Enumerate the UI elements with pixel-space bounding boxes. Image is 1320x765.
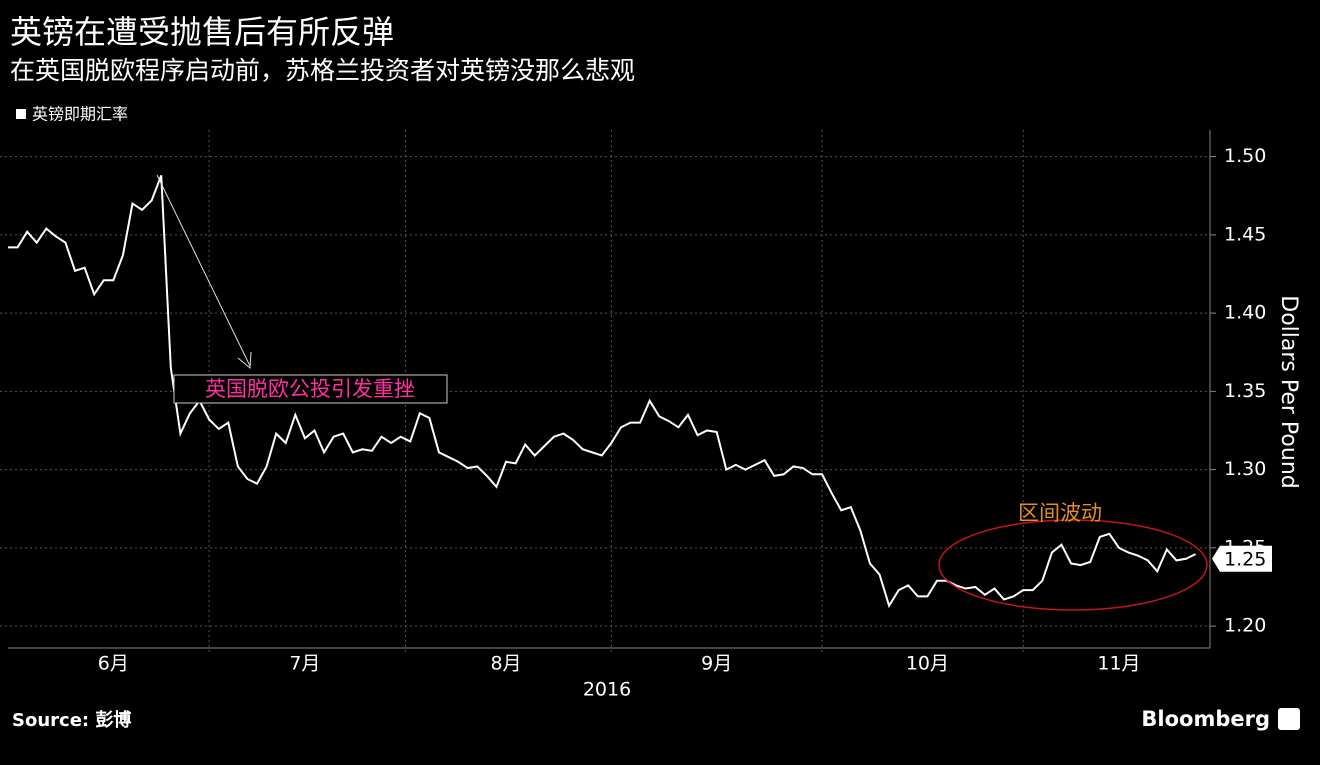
annotation-arrowhead xyxy=(237,351,252,370)
chart-title: 英镑在遭受抛售后有所反弹 xyxy=(10,13,394,51)
y-tick-label: 1.45 xyxy=(1224,223,1266,245)
annotation-box xyxy=(173,374,448,404)
legend-label: 英镑即期汇率 xyxy=(32,105,128,124)
chart-subtitle: 在英国脱欧程序启动前，苏格兰投资者对英镑没那么悲观 xyxy=(10,56,635,85)
annotation-text: 区间波动 xyxy=(1018,501,1102,525)
x-tick-label: 7月 xyxy=(289,653,320,675)
y-axis-label: Dollars Per Pound xyxy=(1276,295,1301,488)
x-tick-label: 8月 xyxy=(490,653,521,675)
value-label: 1.25 xyxy=(1224,548,1266,570)
brand: Bloomberg xyxy=(1141,707,1270,731)
annotation-arrow xyxy=(156,174,251,367)
legend-swatch xyxy=(16,109,26,119)
y-tick-label: 1.35 xyxy=(1224,380,1266,402)
x-tick-label: 11月 xyxy=(1097,653,1140,675)
y-tick-label: 1.20 xyxy=(1224,615,1266,637)
x-tick-label: 6月 xyxy=(98,653,129,675)
annotation-text: 英国脱欧公投引发重挫 xyxy=(205,377,415,401)
source: Source: 彭博 xyxy=(12,709,131,731)
y-tick-label: 1.40 xyxy=(1224,302,1266,324)
line xyxy=(8,175,1197,609)
y-tick-label: 1.50 xyxy=(1224,145,1266,167)
value-tag xyxy=(1212,545,1272,572)
y-tick-label: 1.30 xyxy=(1224,458,1266,480)
x-tick-label: 9月 xyxy=(701,653,732,675)
x-axis-label: 2016 xyxy=(583,679,631,701)
annotation-ellipse xyxy=(938,519,1208,611)
x-tick-label: 10月 xyxy=(906,653,949,675)
brand-icon xyxy=(1278,708,1300,730)
